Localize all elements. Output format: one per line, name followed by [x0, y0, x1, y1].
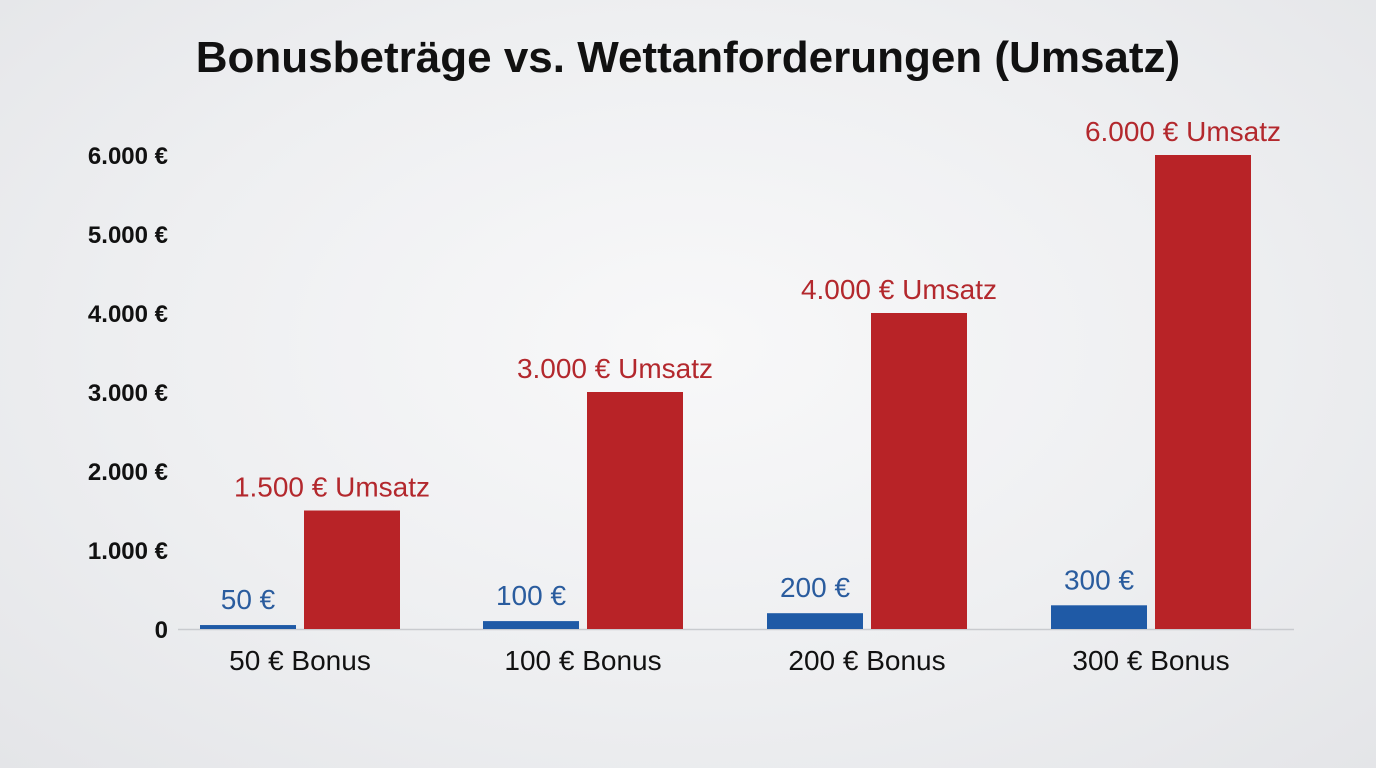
y-axis: 0 1.000 € 2.000 € 3.000 € 4.000 € 5.000 € 6.00…: [88, 143, 168, 644]
y-tick-label: 2.000 €: [88, 459, 168, 486]
y-tick-label: 6.000 €: [88, 143, 168, 170]
data-label-bonus: 50 €: [221, 584, 276, 615]
data-label-umsatz: 1.500 € Umsatz: [234, 472, 430, 503]
x-tick-label: 100 € Bonus: [504, 645, 661, 676]
bars: [200, 155, 1251, 629]
bar-umsatz: [587, 392, 683, 629]
bar-bonus: [1051, 605, 1147, 629]
y-tick-label: 5.000 €: [88, 222, 168, 249]
data-label-bonus: 100 €: [496, 580, 566, 611]
x-tick-label: 200 € Bonus: [788, 645, 945, 676]
x-axis: 50 € Bonus 100 € Bonus 200 € Bonus 300 € Bo…: [229, 645, 1229, 676]
data-label-umsatz: 4.000 € Umsatz: [801, 274, 997, 305]
bar-bonus: [200, 625, 296, 629]
x-tick-label: 50 € Bonus: [229, 645, 371, 676]
chart-title: Bonusbeträge vs. Wettanforderungen (Umsa…: [196, 33, 1180, 82]
data-label-bonus: 300 €: [1064, 564, 1134, 595]
y-tick-label: 1.000 €: [88, 538, 168, 565]
data-label-bonus: 200 €: [780, 572, 850, 603]
data-label-umsatz: 6.000 € Umsatz: [1085, 116, 1281, 147]
bar-umsatz: [1155, 155, 1251, 629]
y-tick-label: 4.000 €: [88, 301, 168, 328]
y-tick-label: 0: [155, 617, 168, 644]
bar-labels: 50 € 1.500 € Umsatz 100 € 3.000 € Umsatz 200…: [221, 116, 1281, 615]
y-tick-label: 3.000 €: [88, 380, 168, 407]
bar-umsatz: [871, 313, 967, 629]
bar-bonus: [767, 613, 863, 629]
bar-bonus: [483, 621, 579, 629]
data-label-umsatz: 3.000 € Umsatz: [517, 353, 713, 384]
bar-umsatz: [304, 510, 400, 629]
x-tick-label: 300 € Bonus: [1072, 645, 1229, 676]
